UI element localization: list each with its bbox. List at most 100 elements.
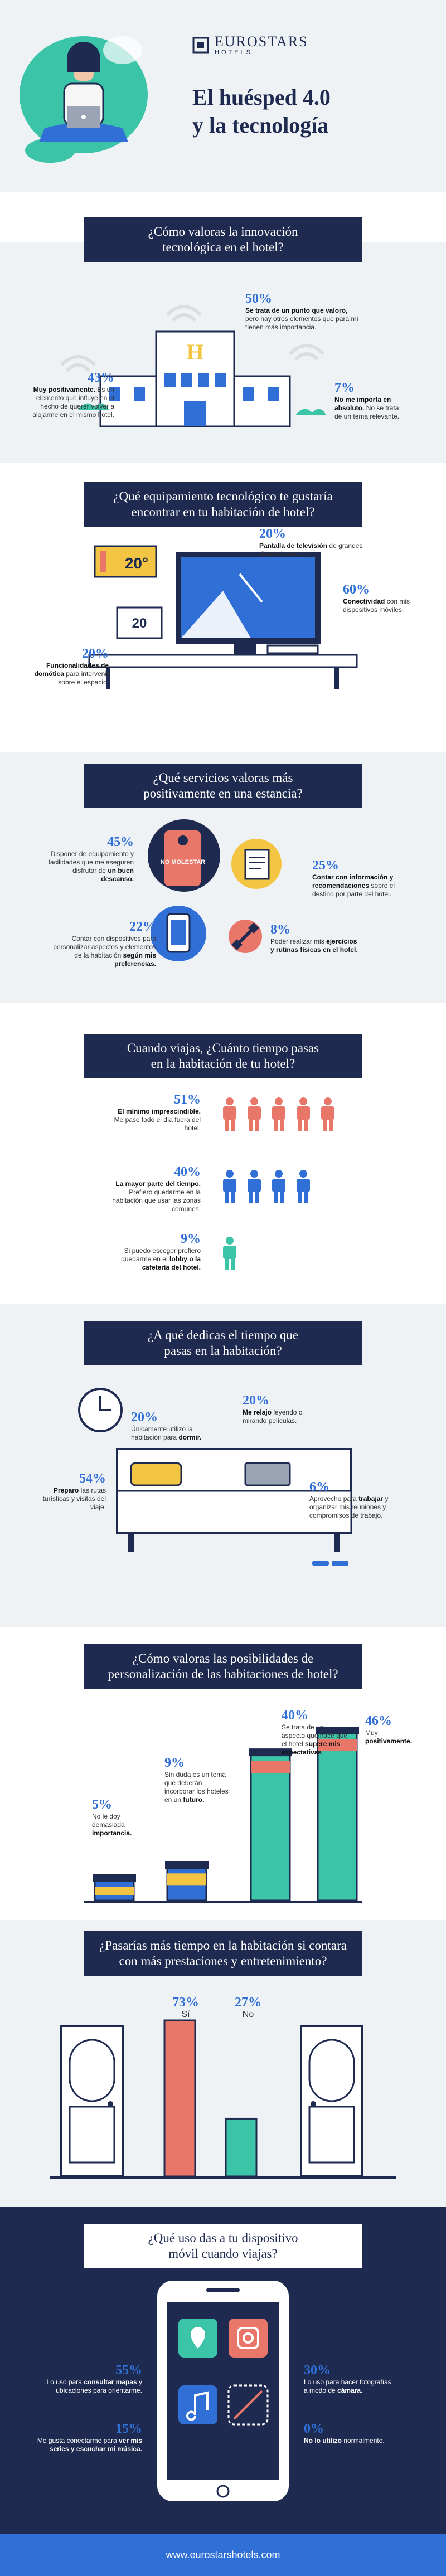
answer-strong: supere mis expectativas — [282, 1740, 341, 1756]
answer-text: de grandes dimensiones. — [259, 542, 363, 558]
answer-relax: 20% Me relajo leyendo o mirando película… — [243, 1393, 321, 1425]
answer-text: sobre el destino por parte del hotel. — [312, 882, 395, 898]
answer-no-use: 0% No lo utilizo normalmente. — [304, 2422, 393, 2445]
section-tech-innovation: ¿Cómo valoras la innovación tecnológica e… — [0, 192, 446, 463]
services-icons: NO MOLESTAR — [148, 819, 282, 961]
answer-yes: 73% Sí — [161, 1995, 211, 2019]
answer-pct: 15% — [115, 2422, 142, 2436]
answer-pct: 20% — [82, 647, 109, 661]
answer-text: Me gusta conectarme para — [37, 2437, 117, 2444]
answer-info: 25% Contar con información y recomendaci… — [312, 858, 401, 898]
answer-future: 9% Sin duda es un tema que deberán incor… — [164, 1756, 229, 1804]
answer-strong: Contar con información y recomendaciones — [312, 873, 394, 890]
answer-plan: 54% Preparo las rutas turísticas y visit… — [33, 1471, 106, 1511]
answer-expectations: 40% Se trata de un aspecto que hace que … — [282, 1708, 348, 1757]
answer-pct: 27% — [235, 1995, 261, 2010]
music-icon — [178, 2385, 217, 2424]
answer-text: No le doy demasiada — [92, 1812, 125, 1829]
answer-strong: un buen descanso. — [101, 867, 134, 883]
answer-pct: 60% — [343, 582, 370, 597]
question-title: ¿Qué uso das a tu dispositivo móvil cuand… — [84, 2224, 362, 2268]
answer-strong: según mis preferencias. — [114, 951, 156, 968]
paint-can-bar — [249, 1748, 292, 1902]
answer-text: Sin duda es un tema que deberán incorpor… — [164, 1771, 229, 1804]
title-line-1: El huésped 4.0 — [192, 85, 331, 110]
answer-pct: 7% — [334, 381, 355, 395]
answer-text: las rutas turísticas y visitas del viaje… — [42, 1486, 106, 1511]
answer-text: Se trata de un aspecto que hace que el h… — [282, 1723, 348, 1748]
answer-pct: 22% — [129, 920, 156, 934]
answer-7: 7% No me importa en absoluto. No se trat… — [334, 381, 407, 421]
answer-strong: consultar mapas — [84, 2378, 137, 2386]
person-icon — [248, 1170, 261, 1203]
answer-pct: 5% — [92, 1797, 112, 1812]
answer-label: Sí — [181, 2010, 190, 2019]
answer-pct: 20% — [243, 1393, 269, 1408]
answer-strong: cámara. — [337, 2387, 363, 2394]
person-icon — [223, 1237, 236, 1270]
answer-pct: 55% — [115, 2363, 142, 2378]
answer-strong: Me relajo — [243, 1408, 272, 1416]
answer-strong: Conectividad — [343, 597, 385, 605]
paint-can-bar — [93, 1874, 136, 1902]
answer-strong: No me importa en absoluto. — [334, 396, 391, 412]
answer-pct: 0% — [304, 2422, 324, 2436]
section-more-time: ¿Pasarías más tiempo en la habitación si… — [0, 1920, 446, 2207]
footer: www.eurostarshotels.com — [0, 2534, 446, 2576]
section-services: ¿Qué servicios valoras más positivamente … — [0, 752, 446, 1003]
answer-pct: 45% — [107, 835, 134, 849]
answer-text: para intervenir sobre el espacio. — [58, 670, 109, 686]
person-icon — [272, 1170, 285, 1203]
answer-desc: La mayor parte del tiempo. Prefiero qued… — [112, 1180, 201, 1213]
brand-name: EUROSTARS — [215, 33, 308, 50]
answer-strong: importancia. — [92, 1829, 132, 1837]
answer-text: Lo uso para — [46, 2378, 82, 2386]
answer-domotics: 20% Funcionalidades de domótica para int… — [31, 647, 109, 687]
doors-bars-illustration — [50, 2019, 396, 2179]
answer-strong: No lo utilizo — [304, 2437, 342, 2444]
answer-pct: 20% — [131, 1410, 158, 1425]
answer-maps: 55% Lo uso para consultar mapas y ubicac… — [31, 2363, 142, 2395]
eurostars-logo-icon — [192, 37, 209, 54]
answer-pct: 54% — [79, 1471, 106, 1486]
section-equipment: ¿Qué equipamiento tecnológico te gustarí… — [0, 463, 446, 752]
answer-pct: 25% — [312, 858, 339, 873]
do-not-disturb-sign: NO MOLESTAR — [161, 859, 206, 866]
answer-pct: 43% — [88, 371, 114, 385]
section-mobile-use: ¿Qué uso das a tu dispositivo móvil cuand… — [0, 2207, 446, 2534]
answer-pct: 51% — [174, 1092, 201, 1107]
section-time-room: Cuando viajas, ¿Cuánto tiempo pasas en la… — [0, 1003, 446, 1304]
answer-strong: Se trata de un punto que valoro, — [245, 307, 348, 314]
answer-devices: 22% Contar con dispositivos para persona… — [45, 920, 156, 968]
page-title: El huésped 4.0 y la tecnología — [192, 84, 331, 139]
answer-text: y ubicaciones para orientarme. — [56, 2378, 142, 2394]
section-personalization: ¿Cómo valoras las posibilidades de person… — [0, 1627, 446, 1920]
answer-text: normalmente. — [343, 2437, 385, 2444]
bar-yes — [163, 2019, 196, 2178]
person-icon — [223, 1097, 236, 1131]
answer-50: 50% Se trata de un punto que valoro, per… — [245, 291, 362, 332]
answer-text: No se trata de un tema relevante. — [334, 404, 400, 420]
question-title: Cuando viajas, ¿Cuánto tiempo pasas en la… — [84, 1034, 362, 1078]
question-title: ¿Cómo valoras las posibilidades de person… — [84, 1644, 362, 1689]
person-icon — [297, 1170, 310, 1203]
answer-tv: 20% Pantalla de televisión de grandes di… — [259, 527, 371, 558]
answer-desc: Si puedo escoger prefiero quedarme en el… — [121, 1247, 201, 1271]
brand-sub: HOTELS — [215, 49, 253, 56]
tv-room-illustration: 20° 20 — [88, 545, 358, 689]
answer-label: No — [242, 2010, 254, 2019]
answer-strong: Preparo — [53, 1486, 79, 1494]
footer-website-link[interactable]: www.eurostarshotels.com — [166, 2549, 280, 2560]
answer-strong: Pantalla de televisión — [259, 542, 328, 550]
person-icon — [321, 1097, 334, 1131]
answer-series: 15% Me gusta conectarme para ver mis ser… — [31, 2422, 142, 2453]
answer-pct: 50% — [245, 291, 272, 306]
answer-text: leyendo o mirando películas. — [243, 1408, 303, 1425]
phone-apps-illustration — [155, 2278, 291, 2504]
answer-pct: 40% — [174, 1165, 201, 1179]
answer-strong: positivamente. — [365, 1737, 413, 1745]
answer-pct: 6% — [309, 1480, 329, 1494]
answer-strong: futuro. — [183, 1796, 205, 1804]
people-row: 40% La mayor parte del tiempo. Prefiero q… — [112, 1165, 201, 1213]
answer-pct: 8% — [270, 922, 290, 937]
